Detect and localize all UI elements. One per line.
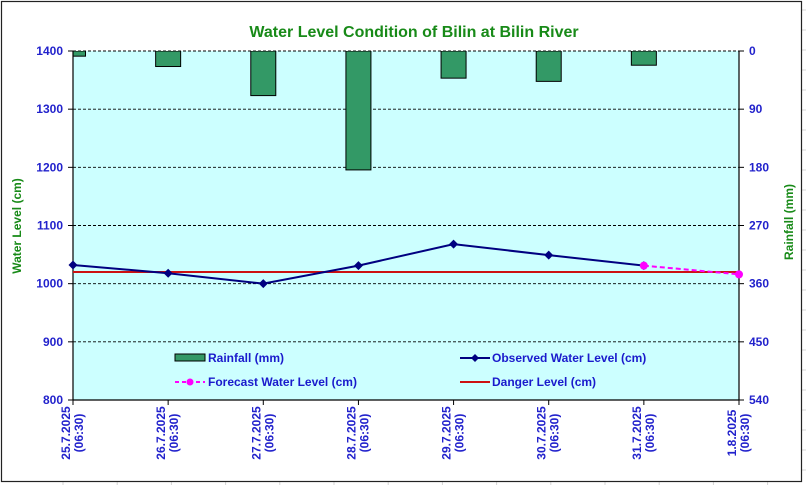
y-tick-label: 800 xyxy=(43,393,63,407)
x-tick-label-time: (06:30) xyxy=(738,414,752,453)
x-tick-label-time: (06:30) xyxy=(548,414,562,453)
legend-forecast-marker xyxy=(186,378,194,386)
x-tick-label-date: 30.7.2025 xyxy=(535,406,549,460)
y-tick-label: 1200 xyxy=(36,160,63,174)
forecast-point xyxy=(735,270,743,279)
y-tick-label: 900 xyxy=(43,335,63,349)
observed-point xyxy=(258,279,268,289)
y2-tick-label: 90 xyxy=(749,102,763,116)
rainfall-bar xyxy=(630,51,657,66)
y2-tick-label: 270 xyxy=(749,219,769,233)
x-tick-label-time: (06:30) xyxy=(453,414,467,453)
observed-point xyxy=(68,260,78,270)
rainfall-bar xyxy=(345,51,372,171)
y2-tick-label: 360 xyxy=(749,277,769,291)
x-tick-label-time: (06:30) xyxy=(643,414,657,453)
y2-axis-title: Rainfall (mm) xyxy=(782,184,796,260)
legend-forecast-label: Forecast Water Level (cm) xyxy=(208,375,357,389)
y2-tick-label: 450 xyxy=(749,335,769,349)
rainfall-bar xyxy=(73,51,86,57)
x-tick-label-time: (06:30) xyxy=(167,414,181,453)
x-tick-label-time: (06:30) xyxy=(72,414,86,453)
x-tick-label-date: 28.7.2025 xyxy=(344,406,358,460)
legend: Rainfall (mm) Forecast Water Level (cm) Ob… xyxy=(174,351,646,389)
observed-point xyxy=(353,261,363,271)
rainfall-bar xyxy=(440,51,467,79)
gridlines xyxy=(73,50,739,343)
observed-point xyxy=(449,239,459,249)
chart-title: Water Level Condition of Bilin at Bilin … xyxy=(249,24,578,41)
y2-tick-label: 0 xyxy=(749,44,756,58)
x-tick-label-date: 31.7.2025 xyxy=(630,406,644,460)
axes xyxy=(68,50,744,405)
y-axis-title: Water Level (cm) xyxy=(10,178,24,274)
x-tick-label-date: 26.7.2025 xyxy=(154,406,168,460)
y-tick-label: 1000 xyxy=(36,277,63,291)
x-tick-label-date: 27.7.2025 xyxy=(249,406,263,460)
lines xyxy=(68,239,743,289)
observed-point xyxy=(163,268,173,278)
y2-tick-label: 180 xyxy=(749,160,769,174)
x-tick-label-time: (06:30) xyxy=(262,414,276,453)
x-tick-label-date: 25.7.2025 xyxy=(59,406,73,460)
legend-rainfall-label: Rainfall (mm) xyxy=(208,351,284,365)
tick-labels: 1400 1300 1200 1100 1000 900 800 0 90 180 270 360 45… xyxy=(36,44,769,460)
x-tick-label-date: 1.8.2025 xyxy=(725,409,739,456)
rainfall-bars xyxy=(73,51,657,171)
legend-observed-label: Observed Water Level (cm) xyxy=(492,351,646,365)
y-tick-label: 1300 xyxy=(36,102,63,116)
x-tick-label-date: 29.7.2025 xyxy=(440,406,454,460)
forecast-point xyxy=(639,261,648,270)
y-tick-label: 1400 xyxy=(36,44,63,58)
y2-tick-label: 540 xyxy=(749,393,769,407)
x-tick-label-time: (06:30) xyxy=(357,414,371,453)
observed-point xyxy=(544,250,554,260)
y-tick-label: 1100 xyxy=(37,219,63,233)
legend-rainfall-swatch xyxy=(174,353,206,362)
legend-danger-label: Danger Level (cm) xyxy=(492,375,596,389)
rainfall-bar xyxy=(535,51,562,82)
legend-observed-marker xyxy=(471,354,479,362)
rainfall-bar xyxy=(155,51,182,68)
rainfall-bar xyxy=(250,51,277,97)
